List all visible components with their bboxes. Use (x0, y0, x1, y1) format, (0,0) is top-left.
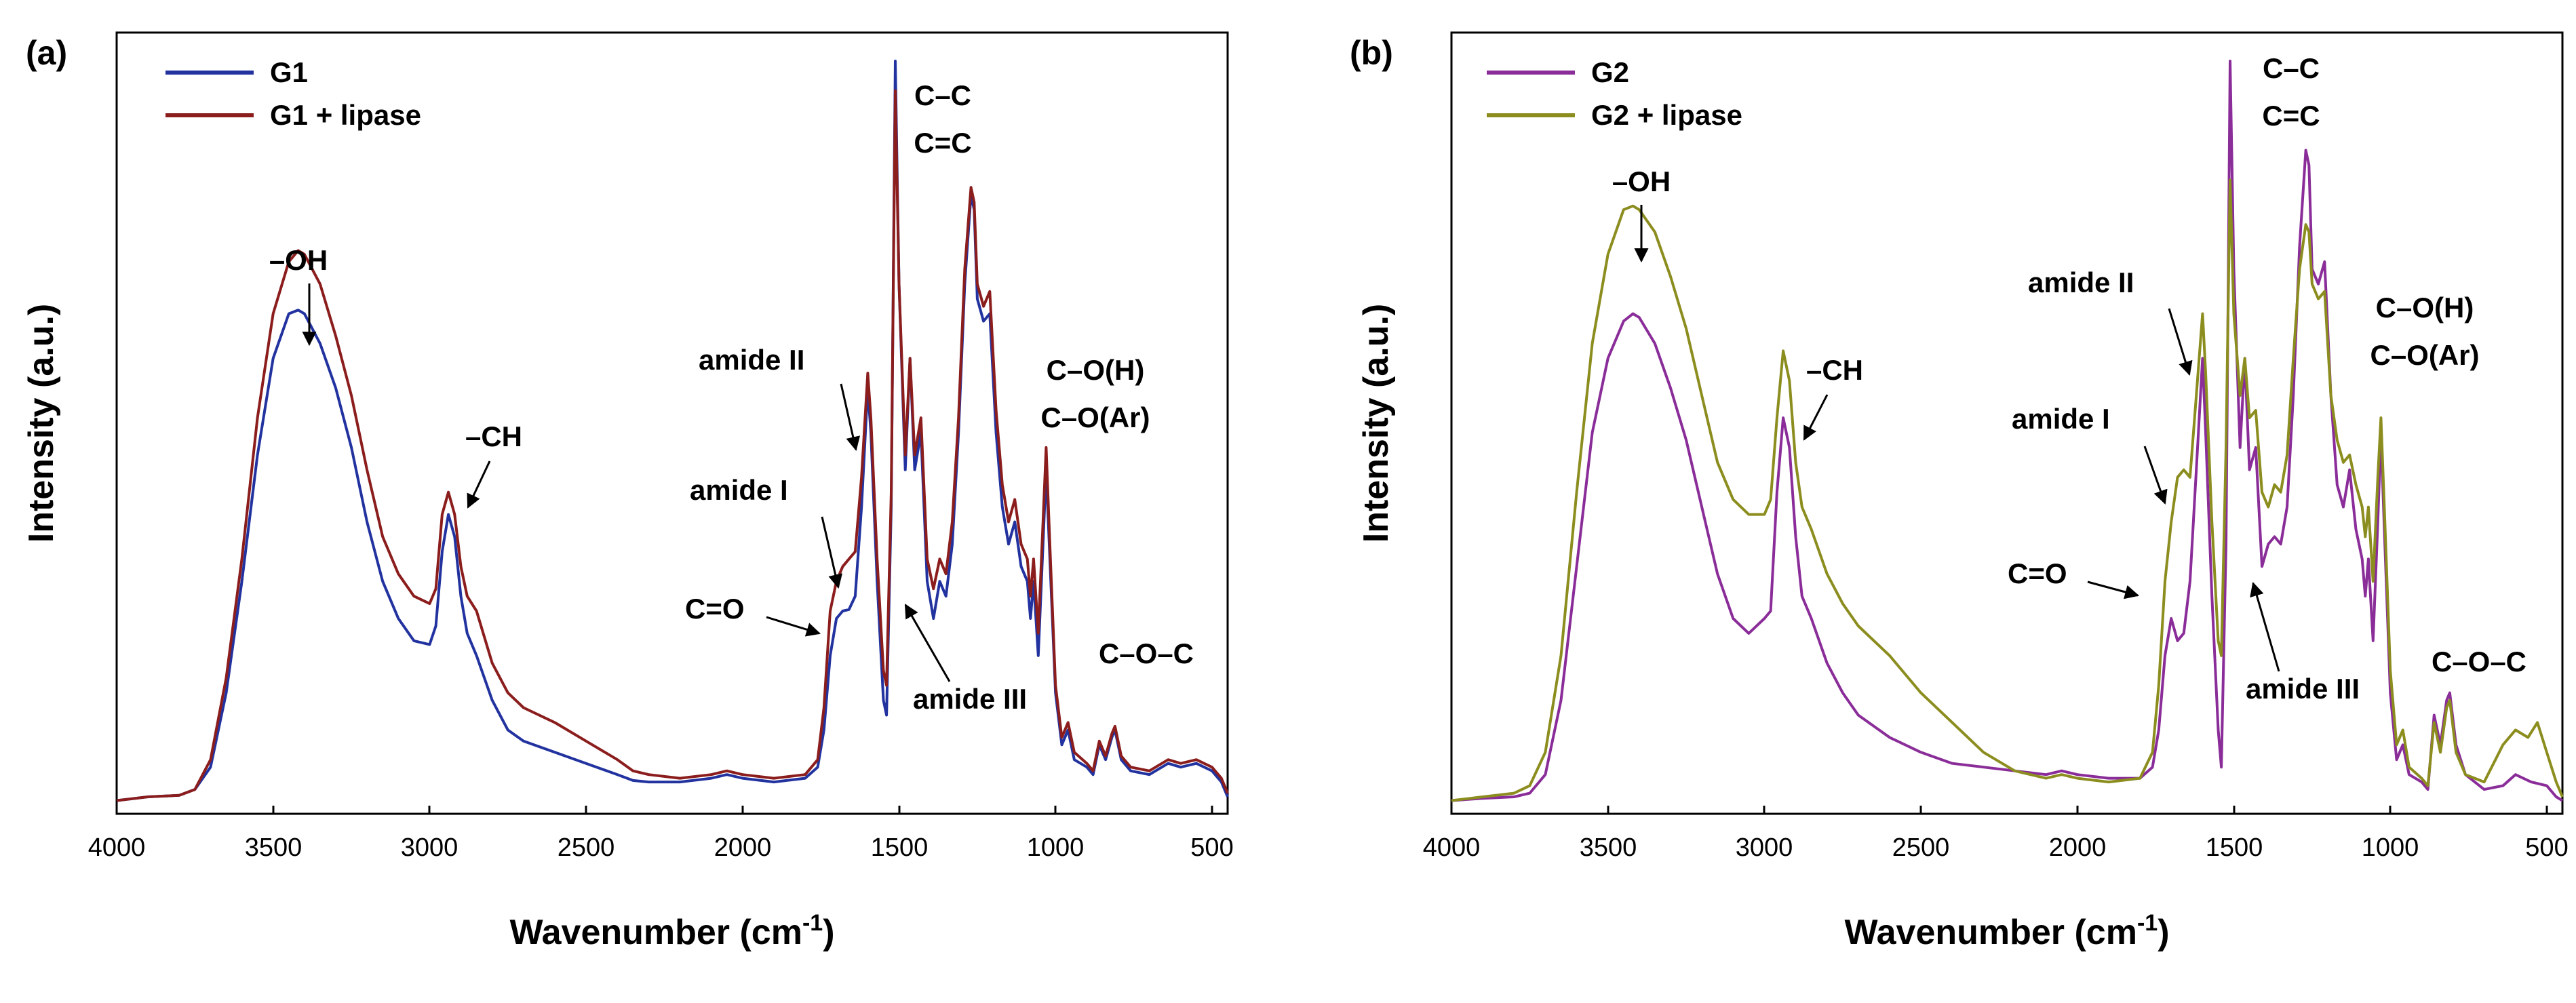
x-tick-label: 3500 (245, 833, 303, 862)
legend-label-g1-lipase: G1 + lipase (270, 99, 421, 131)
panel-a: (a) 4000 3500 3000 2500 2000 1500 1000 5… (22, 31, 1234, 952)
x-tick-label: 2000 (714, 833, 772, 862)
annotation-c-eq-c: C=C (2262, 100, 2320, 132)
x-tick-label: 500 (2525, 833, 2568, 862)
annotation-arrow (821, 516, 842, 589)
panel-label-b: (b) (1350, 34, 1393, 72)
panel-label-a: (a) (26, 34, 67, 72)
annotation-amide-i: amide I (2012, 403, 2110, 435)
x-ticks-b (1450, 806, 2548, 814)
x-tick-label: 2500 (558, 833, 615, 862)
x-tick-label: 500 (1190, 833, 1233, 862)
y-axis-title-b: Intensity (a.u.) (1357, 304, 1396, 543)
x-axis-title-a: Wavenumber (cm-1) (509, 910, 834, 952)
panel-b: (b) 4000 3500 3000 2500 2000 1500 1000 5… (1350, 31, 2569, 952)
annotation-c-o-ar: C–O(Ar) (2370, 339, 2479, 371)
x-ticks-a (115, 806, 1213, 814)
x-tick-label: 1000 (2362, 833, 2419, 862)
series-line-g1-lipase (116, 89, 1229, 802)
annotation-arrow (904, 604, 951, 682)
annotations-a: –OH –CH C=O amide I amide II C–C C=C ami… (269, 79, 1194, 715)
annotation-amide-iii: amide III (2246, 673, 2360, 705)
annotation-arrow (2168, 308, 2193, 376)
annotation-arrow (766, 616, 821, 637)
x-tick-label: 1500 (2206, 833, 2263, 862)
series-line-g2 (1451, 60, 2564, 802)
annotation-ch: –CH (465, 420, 522, 452)
annotation-c-o-ar: C–O(Ar) (1040, 401, 1150, 433)
x-tick-label: 1500 (871, 833, 929, 862)
x-tick-label: 3500 (1580, 833, 1637, 862)
annotation-arrow (467, 460, 491, 509)
annotation-arrow (2250, 581, 2280, 672)
legend-label-g1: G1 (270, 56, 308, 88)
annotation-amide-iii: amide III (913, 683, 1027, 715)
annotation-arrow (840, 383, 861, 452)
annotation-c-o-c: C–O–C (2432, 646, 2526, 677)
annotation-amide-ii: amide II (699, 344, 804, 376)
x-tick-labels-a: 4000 3500 3000 2500 2000 1500 1000 500 (88, 833, 1234, 862)
x-tick-label: 3000 (1736, 833, 1793, 862)
plot-frame-b (1450, 31, 2564, 815)
annotation-c-c: C–C (914, 79, 971, 111)
annotation-ch: –CH (1806, 354, 1863, 386)
legend-label-g2-lipase: G2 + lipase (1591, 99, 1742, 131)
x-tick-label: 4000 (1423, 833, 1481, 862)
annotation-c-o-h: C–O(H) (1047, 354, 1145, 386)
x-tick-labels-b: 4000 3500 3000 2500 2000 1500 1000 500 (1423, 833, 2569, 862)
legend-label-g2: G2 (1591, 56, 1629, 88)
annotation-oh: –OH (1612, 165, 1671, 197)
annotation-arrow (2143, 446, 2168, 505)
annotation-arrow (2087, 581, 2140, 599)
x-tick-label: 3000 (401, 833, 458, 862)
annotation-c-o: C=O (2008, 557, 2067, 589)
x-tick-label: 2000 (2049, 833, 2107, 862)
annotation-arrow (1803, 394, 1829, 441)
annotation-c-c: C–C (2263, 52, 2320, 84)
legend-b: G2 G2 + lipase (1487, 56, 1742, 131)
annotation-amide-i: amide I (690, 474, 788, 506)
annotation-c-eq-c: C=C (914, 127, 971, 159)
annotation-amide-ii: amide II (2028, 267, 2134, 298)
annotation-c-o: C=O (685, 593, 745, 625)
x-tick-label: 4000 (88, 833, 146, 862)
plot-frame-a (115, 31, 1229, 815)
series-a (116, 60, 1229, 802)
x-tick-label: 2500 (1892, 833, 1950, 862)
annotations-b: –OH –CH C=O amide I amide II C–C C=C ami… (1612, 52, 2526, 705)
y-axis-title-a: Intensity (a.u.) (22, 304, 61, 543)
series-line-g2-lipase (1451, 178, 2564, 802)
annotation-c-o-h: C–O(H) (2376, 292, 2474, 323)
series-b (1451, 60, 2564, 802)
annotation-oh: –OH (269, 244, 328, 276)
x-tick-label: 1000 (1027, 833, 1085, 862)
legend-a: G1 G1 + lipase (165, 56, 421, 131)
x-axis-title-b: Wavenumber (cm-1) (1844, 910, 2169, 952)
annotation-c-o-c: C–O–C (1099, 637, 1194, 669)
